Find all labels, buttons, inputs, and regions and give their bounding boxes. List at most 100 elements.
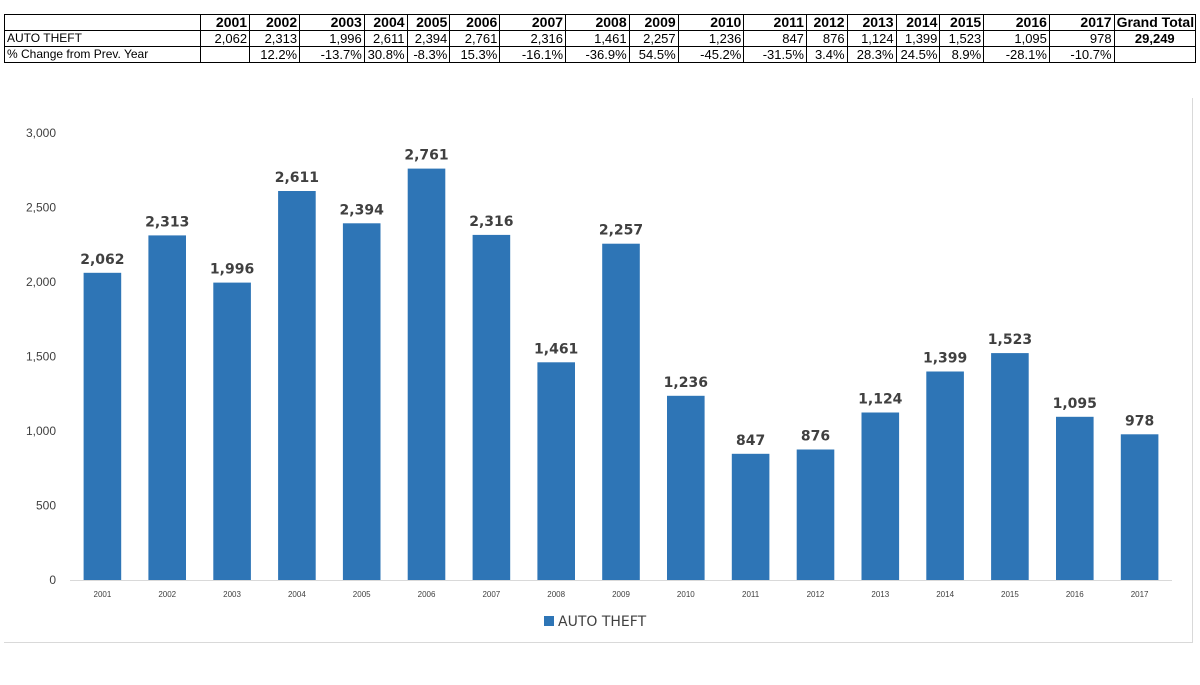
table-cell: 876	[805, 30, 848, 47]
bar-series-auto-theft	[83, 168, 1159, 581]
bar-2009	[602, 243, 640, 580]
table-cell: 1,124	[846, 30, 897, 47]
data-label-2006: 2,761	[404, 148, 448, 164]
year-header-2012: 2012	[805, 14, 848, 31]
bar-2011	[731, 453, 770, 580]
x-tick-label-2014: 2014	[936, 590, 954, 599]
table-cell: 15.3%	[449, 46, 501, 63]
bar-2014	[926, 371, 964, 580]
data-label-2011: 847	[736, 433, 765, 449]
table-row: AUTO THEFT 2,062 2,313 1,996 2,611 2,394 2,761…	[3, 30, 1197, 47]
x-tick-label-2007: 2007	[482, 590, 500, 599]
x-tick-label-2004: 2004	[288, 590, 306, 599]
table-cell: 24.5%	[895, 46, 941, 63]
table-cell: 1,996	[299, 30, 365, 47]
bar-2005	[342, 223, 381, 581]
year-header-2001: 2001	[200, 14, 251, 31]
year-header-2004: 2004	[363, 14, 408, 31]
row-label: AUTO THEFT	[3, 30, 202, 47]
year-header-2013: 2013	[846, 14, 897, 31]
data-label-2017: 978	[1125, 413, 1154, 429]
data-label-2001: 2,062	[80, 252, 124, 268]
bar-2010	[667, 395, 705, 580]
year-header-2008: 2008	[565, 14, 630, 31]
x-tick-label-2017: 2017	[1131, 590, 1149, 599]
x-tick-label-2002: 2002	[158, 590, 176, 599]
y-tick-label: 1,000	[26, 424, 56, 438]
y-tick-label: 2,000	[26, 275, 56, 289]
year-header-2010: 2010	[677, 14, 745, 31]
table-corner-cell	[3, 14, 202, 31]
data-label-2013: 1,124	[858, 392, 903, 408]
year-header-2011: 2011	[743, 14, 807, 31]
x-tick-label-2006: 2006	[418, 590, 436, 599]
grand-total-header: Grand Total	[1113, 14, 1197, 31]
table-cell: 54.5%	[628, 46, 679, 63]
table-cell: 847	[743, 30, 807, 47]
bar-2008	[537, 362, 575, 580]
table-cell: 2,761	[449, 30, 501, 47]
table-cell: 2,313	[249, 30, 301, 47]
table-cell: 2,062	[200, 30, 251, 47]
bar-2006	[407, 168, 446, 580]
x-tick-label-2010: 2010	[677, 590, 695, 599]
year-header-2005: 2005	[406, 14, 451, 31]
data-label-2015: 1,523	[988, 332, 1032, 348]
table-cell: 1,523	[939, 30, 985, 47]
table-cell: -36.9%	[565, 46, 630, 63]
table-cell: 1,461	[565, 30, 630, 47]
row-label: % Change from Prev. Year	[3, 46, 202, 63]
table-cell: 1,399	[895, 30, 941, 47]
table-cell: 2,611	[363, 30, 408, 47]
table-cell: 1,236	[677, 30, 745, 47]
bar-2004	[278, 191, 316, 580]
x-tick-label-2009: 2009	[612, 590, 630, 599]
x-tick-label-2011: 2011	[742, 590, 760, 599]
bar-2016	[1056, 416, 1094, 580]
bar-2007	[472, 234, 511, 580]
y-axis-labels: 0 500 1,000 1,500 2,000 2,500 3,000	[26, 126, 56, 587]
bar-2003	[213, 282, 251, 580]
table-cell: 1,095	[983, 30, 1050, 47]
y-tick-label: 2,500	[26, 201, 56, 215]
year-header-2015: 2015	[939, 14, 985, 31]
data-label-2002: 2,313	[145, 214, 189, 230]
table-cell: -16.1%	[499, 46, 567, 63]
table-cell: -8.3%	[406, 46, 451, 63]
data-label-2005: 2,394	[340, 202, 385, 218]
bar-2015	[991, 353, 1029, 580]
year-header-2016: 2016	[983, 14, 1050, 31]
x-axis-labels: 2001 2002 2003 2004 2005 2006 2007 2008 2009 2010…	[94, 590, 1150, 599]
legend: AUTO THEFT	[544, 614, 647, 630]
grand-total-cell	[1113, 46, 1197, 63]
y-tick-label: 1,500	[26, 350, 56, 364]
data-table: 2001 2002 2003 2004 2005 2006 2007 2008 2009 2010…	[3, 14, 1197, 63]
table-cell: -28.1%	[983, 46, 1050, 63]
data-label-2004: 2,611	[275, 170, 319, 186]
x-tick-label-2003: 2003	[223, 590, 241, 599]
table-cell: 978	[1048, 30, 1115, 47]
table-cell: 2,316	[499, 30, 567, 47]
table-cell	[200, 46, 251, 63]
year-header-2006: 2006	[449, 14, 501, 31]
year-header-2007: 2007	[499, 14, 567, 31]
year-header-2009: 2009	[628, 14, 679, 31]
data-label-2003: 1,996	[210, 262, 254, 278]
bar-chart: 0 500 1,000 1,500 2,000 2,500 3,000 2,062 2,313…	[26, 126, 1172, 630]
x-tick-label-2013: 2013	[871, 590, 889, 599]
bar-2012	[796, 449, 835, 580]
legend-label-auto-theft: AUTO THEFT	[558, 614, 647, 630]
data-labels: 2,062 2,313 1,996 2,611 2,394 2,761 2,316 1,461…	[80, 148, 1154, 449]
x-tick-label-2001: 2001	[94, 590, 112, 599]
legend-swatch-auto-theft	[544, 616, 554, 626]
table-header-row: 2001 2002 2003 2004 2005 2006 2007 2008 2009 2010…	[3, 14, 1197, 31]
grand-total-cell: 29,249	[1113, 30, 1197, 47]
table-cell: -13.7%	[299, 46, 365, 63]
x-tick-label-2015: 2015	[1001, 590, 1019, 599]
data-label-2012: 876	[801, 428, 830, 444]
table-cell: 2,394	[406, 30, 451, 47]
year-header-2014: 2014	[895, 14, 941, 31]
chart-area: 0 500 1,000 1,500 2,000 2,500 3,000 2,062 2,313…	[4, 98, 1193, 643]
table-cell: 30.8%	[363, 46, 408, 63]
bar-2017	[1120, 434, 1159, 580]
